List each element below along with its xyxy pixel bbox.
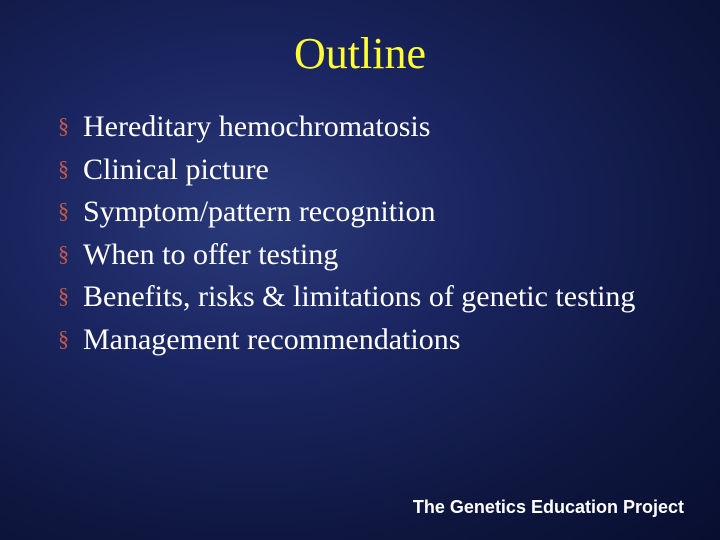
slide-container: Outline § Hereditary hemochromatosis § C… [0,0,720,540]
bullet-item: § Benefits, risks & limitations of genet… [58,277,680,318]
footer-text: The Genetics Education Project [413,497,684,518]
bullet-item: § Hereditary hemochromatosis [58,107,680,148]
bullet-marker-icon: § [58,196,69,226]
bullet-text: Clinical picture [83,150,269,191]
bullet-text: Hereditary hemochromatosis [83,107,430,148]
slide-title: Outline [40,28,680,79]
bullet-marker-icon: § [58,154,69,184]
bullet-marker-icon: § [58,239,69,269]
bullet-item: § Management recommendations [58,320,680,361]
bullet-text: Symptom/pattern recognition [83,192,435,233]
bullet-list: § Hereditary hemochromatosis § Clinical … [40,107,680,360]
bullet-marker-icon: § [58,324,69,354]
bullet-item: § When to offer testing [58,235,680,276]
bullet-marker-icon: § [58,111,69,141]
bullet-text: Benefits, risks & limitations of genetic… [83,277,635,318]
bullet-text: When to offer testing [83,235,338,276]
bullet-text: Management recommendations [83,320,460,361]
bullet-item: § Clinical picture [58,150,680,191]
bullet-marker-icon: § [58,281,69,311]
bullet-item: § Symptom/pattern recognition [58,192,680,233]
